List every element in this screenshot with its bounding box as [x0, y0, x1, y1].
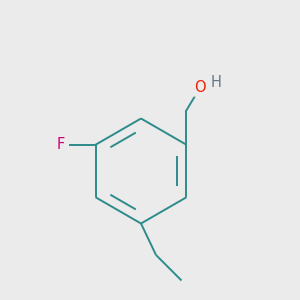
Text: H: H	[211, 75, 222, 90]
Text: F: F	[57, 137, 65, 152]
Text: O: O	[194, 80, 206, 95]
